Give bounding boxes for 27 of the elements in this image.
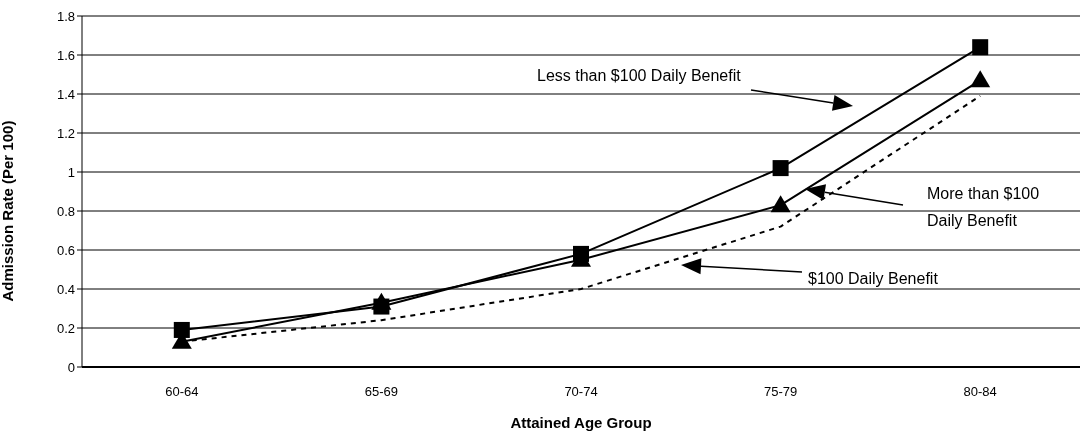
point [770, 195, 791, 213]
y-tick-label: 1.8 [56, 8, 75, 24]
annotation: $100 Daily Benefit [808, 270, 939, 287]
x-tick-label: 75-79 [763, 384, 798, 400]
y-tick-label: 0.6 [56, 242, 75, 258]
point [173, 321, 190, 338]
y-tick-label: 1 [67, 164, 75, 180]
x-axis-title: Attained Age Group [510, 414, 652, 431]
y-tick-label: 0.8 [56, 203, 75, 219]
x-tick-label: 65-69 [364, 384, 399, 400]
y-tick-label: 0.4 [56, 281, 75, 297]
x-tick-label: 80-84 [963, 384, 997, 400]
point [573, 245, 589, 262]
y-axis-title: Admission Rate (Per 100) [0, 120, 17, 302]
y-tick-label: 0 [67, 359, 75, 375]
y-tick-label: 1.2 [56, 125, 75, 141]
y-tick-label: 0.2 [56, 320, 75, 336]
point [772, 160, 789, 177]
annotation: More than $100 Daily Benefit [927, 185, 1040, 229]
annotation: Less than $100 Daily Benefit [537, 67, 742, 84]
y-tick-label: 1.4 [56, 86, 75, 102]
point [972, 39, 989, 56]
point [373, 298, 390, 315]
y-tick-label: 1.6 [56, 47, 75, 63]
x-tick-label: 60-64 [165, 384, 199, 400]
point [970, 70, 991, 88]
x-tick-label: 70-74 [564, 384, 598, 400]
